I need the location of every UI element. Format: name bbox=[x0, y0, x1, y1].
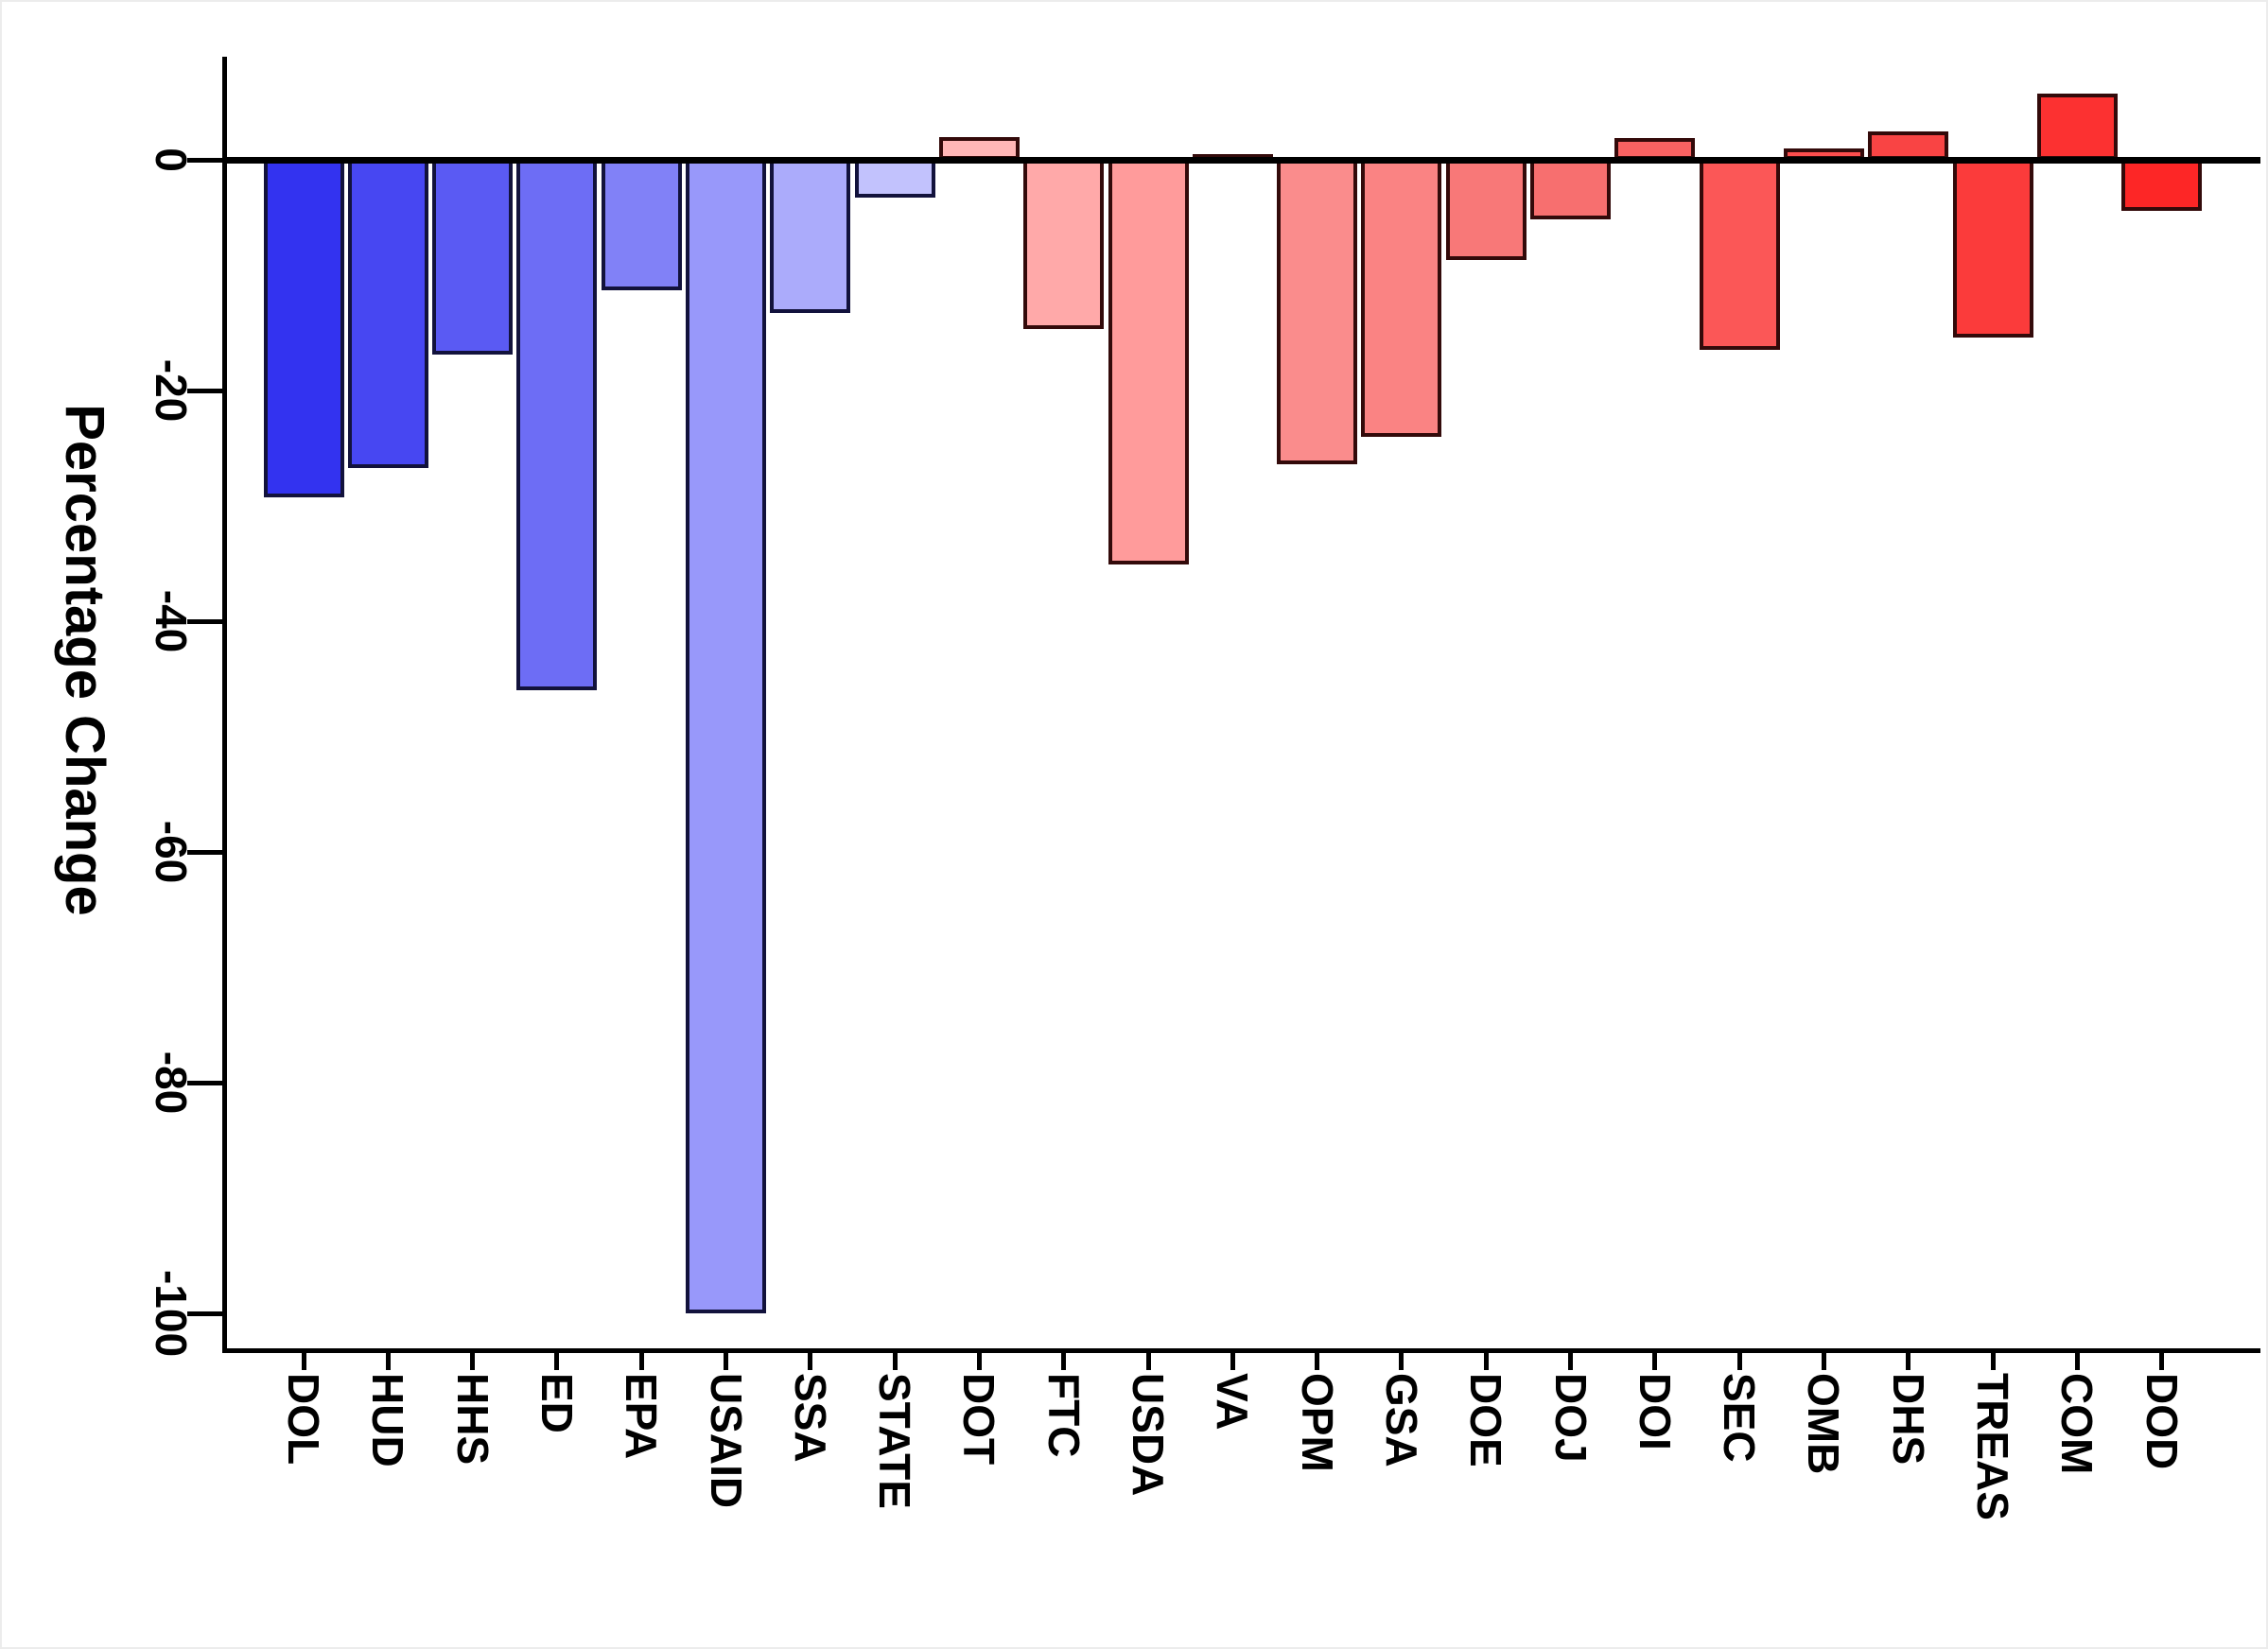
y-tick-label: -60 bbox=[147, 820, 196, 884]
bar-DOJ bbox=[1530, 160, 1611, 220]
y-tick-label: 0 bbox=[147, 148, 196, 172]
bar-STATE bbox=[854, 160, 935, 199]
x-category-label-TREAS: TREAS bbox=[1968, 1373, 2017, 1520]
y-tick bbox=[187, 157, 224, 163]
bar-COM bbox=[2036, 94, 2118, 160]
x-category-label-HHS: HHS bbox=[447, 1373, 497, 1466]
x-category-label-STATE: STATE bbox=[870, 1373, 920, 1509]
x-tick bbox=[1906, 1351, 1911, 1370]
x-tick bbox=[1483, 1351, 1489, 1370]
bar-USDA bbox=[1108, 160, 1189, 565]
x-category-label-DHS: DHS bbox=[1883, 1373, 1933, 1466]
x-category-label-DOJ: DOJ bbox=[1545, 1373, 1596, 1463]
x-category-label-DOI: DOI bbox=[1630, 1373, 1680, 1450]
y-tick bbox=[187, 388, 224, 393]
x-tick bbox=[976, 1351, 982, 1370]
x-tick bbox=[301, 1351, 306, 1370]
x-tick bbox=[1315, 1351, 1320, 1370]
x-tick bbox=[1736, 1351, 1742, 1370]
y-tick bbox=[187, 849, 224, 855]
bar-OPM bbox=[1277, 160, 1358, 465]
bar-EPA bbox=[601, 160, 682, 290]
x-tick bbox=[470, 1351, 476, 1370]
x-category-label-FTC: FTC bbox=[1038, 1373, 1089, 1458]
x-category-label-USDA: USDA bbox=[1124, 1373, 1173, 1497]
x-category-label-VA: VA bbox=[1208, 1373, 1258, 1431]
x-tick bbox=[1652, 1351, 1658, 1370]
x-tick bbox=[1990, 1351, 1996, 1370]
x-tick bbox=[1821, 1351, 1826, 1370]
x-category-label-ED: ED bbox=[532, 1373, 582, 1433]
x-tick bbox=[1568, 1351, 1573, 1370]
x-tick bbox=[2159, 1351, 2165, 1370]
bar-DOD bbox=[2121, 160, 2203, 211]
x-category-label-DOD: DOD bbox=[2137, 1373, 2187, 1470]
bar-USAID bbox=[686, 160, 766, 1313]
y-axis-title: Percentage Change bbox=[54, 404, 115, 916]
x-tick bbox=[385, 1351, 391, 1370]
y-tick-label: -20 bbox=[147, 358, 196, 423]
x-tick bbox=[1061, 1351, 1067, 1370]
bar-TREAS bbox=[1952, 160, 2033, 338]
x-category-label-SSA: SSA bbox=[785, 1373, 835, 1463]
x-tick bbox=[1145, 1351, 1151, 1370]
bar-DOT bbox=[938, 136, 1020, 160]
bar-FTC bbox=[1023, 160, 1105, 330]
y-tick bbox=[187, 1080, 224, 1085]
x-tick bbox=[2074, 1351, 2080, 1370]
x-category-label-COM: COM bbox=[2052, 1373, 2102, 1475]
x-category-label-GSA: GSA bbox=[1376, 1373, 1426, 1467]
zero-baseline bbox=[222, 157, 2260, 164]
x-category-label-DOE: DOE bbox=[1461, 1373, 1511, 1467]
bar-SEC bbox=[1699, 160, 1780, 351]
bar-HHS bbox=[432, 160, 514, 356]
bar-ED bbox=[516, 160, 598, 691]
x-tick bbox=[638, 1351, 644, 1370]
y-axis-line bbox=[222, 57, 227, 1352]
bar-DOL bbox=[263, 160, 344, 498]
bar-SSA bbox=[770, 160, 851, 314]
bar-DHS bbox=[1868, 130, 1949, 160]
bar-GSA bbox=[1361, 160, 1442, 437]
x-tick bbox=[1230, 1351, 1235, 1370]
x-tick bbox=[1399, 1351, 1404, 1370]
x-category-label-USAID: USAID bbox=[701, 1373, 751, 1509]
y-tick-label: -100 bbox=[147, 1269, 196, 1358]
bar-DOE bbox=[1445, 160, 1527, 261]
x-category-label-HUD: HUD bbox=[363, 1373, 413, 1467]
y-tick-label: -40 bbox=[147, 589, 196, 653]
x-axis-line bbox=[222, 1348, 2260, 1353]
y-tick bbox=[187, 618, 224, 624]
x-category-label-OPM: OPM bbox=[1292, 1373, 1342, 1472]
x-tick bbox=[554, 1351, 560, 1370]
x-tick bbox=[808, 1351, 813, 1370]
x-category-label-EPA: EPA bbox=[617, 1373, 667, 1460]
x-tick bbox=[892, 1351, 898, 1370]
x-category-label-OMB: OMB bbox=[1799, 1373, 1849, 1475]
bar-HUD bbox=[347, 160, 428, 468]
x-category-label-SEC: SEC bbox=[1715, 1373, 1765, 1463]
x-category-label-DOT: DOT bbox=[954, 1373, 1004, 1466]
x-category-label-DOL: DOL bbox=[279, 1373, 328, 1466]
y-tick-label: -80 bbox=[147, 1050, 196, 1115]
x-tick bbox=[724, 1351, 728, 1370]
y-tick bbox=[187, 1311, 224, 1316]
